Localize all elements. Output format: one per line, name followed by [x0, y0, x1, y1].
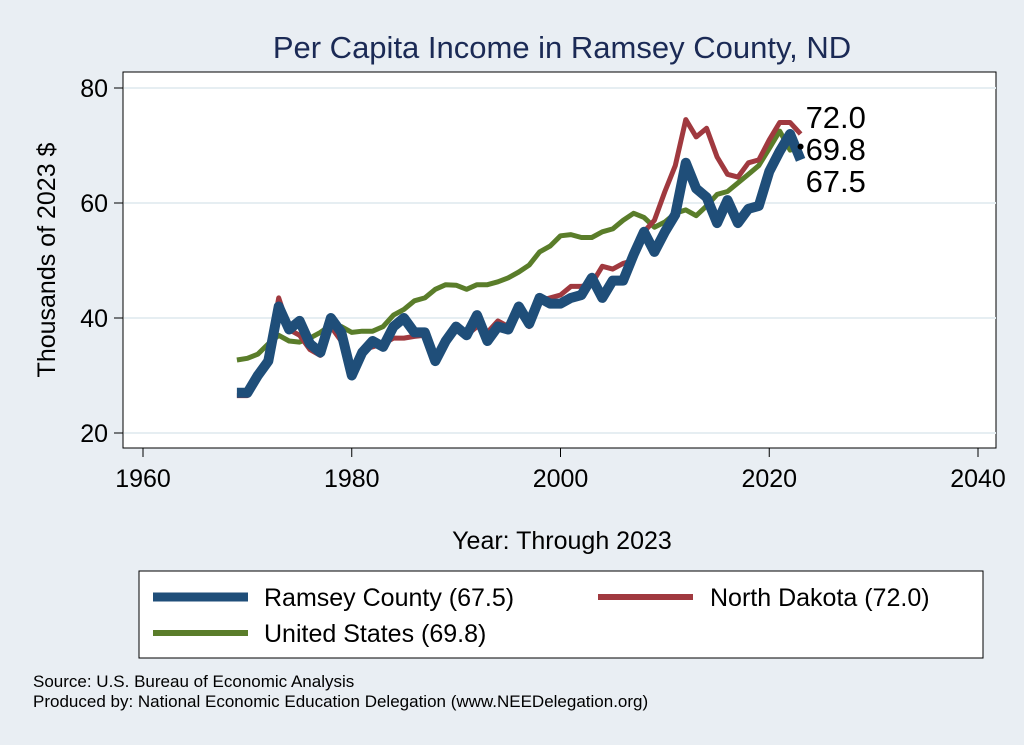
y-tick-label: 20 [80, 420, 108, 448]
y-tick-label: 80 [80, 75, 108, 103]
source-note: Source: U.S. Bureau of Economic Analysis [33, 672, 355, 691]
line-ramsey-county [236, 129, 806, 398]
end-value-label: 69.8 [806, 132, 866, 167]
y-tick-label: 40 [80, 305, 108, 333]
x-axis: 1960 1980 2000 2020 2040 [115, 447, 1006, 493]
x-tick-label: 2020 [741, 465, 797, 493]
end-labels: 72.069.867.5 [797, 100, 866, 199]
legend-label-united-states: United States (69.8) [264, 620, 486, 648]
legend-label-north-dakota: North Dakota (72.0) [710, 584, 930, 612]
chart-title: Per Capita Income in Ramsey County, ND [273, 30, 851, 65]
x-tick-label: 1960 [115, 465, 171, 493]
x-tick-label: 2040 [950, 465, 1006, 493]
end-value-label: 67.5 [806, 164, 866, 199]
end-marker [797, 143, 804, 150]
producer-note: Produced by: National Economic Education… [33, 692, 649, 711]
y-tick-label: 60 [80, 190, 108, 218]
x-axis-title: Year: Through 2023 [452, 527, 672, 555]
legend: Ramsey County (67.5) North Dakota (72.0)… [138, 570, 984, 659]
gridlines [124, 87, 996, 434]
series-lines [236, 117, 806, 399]
x-tick-label: 1980 [324, 465, 380, 493]
legend-box [138, 570, 984, 659]
y-axis-title: Thousands of 2023 $ [33, 142, 61, 377]
x-tick-label: 2000 [533, 465, 589, 493]
end-value-label: 72.0 [806, 100, 866, 135]
legend-label-ramsey: Ramsey County (67.5) [264, 584, 514, 612]
plot-area [122, 71, 997, 449]
y-axis: 20 40 60 80 [80, 72, 124, 448]
